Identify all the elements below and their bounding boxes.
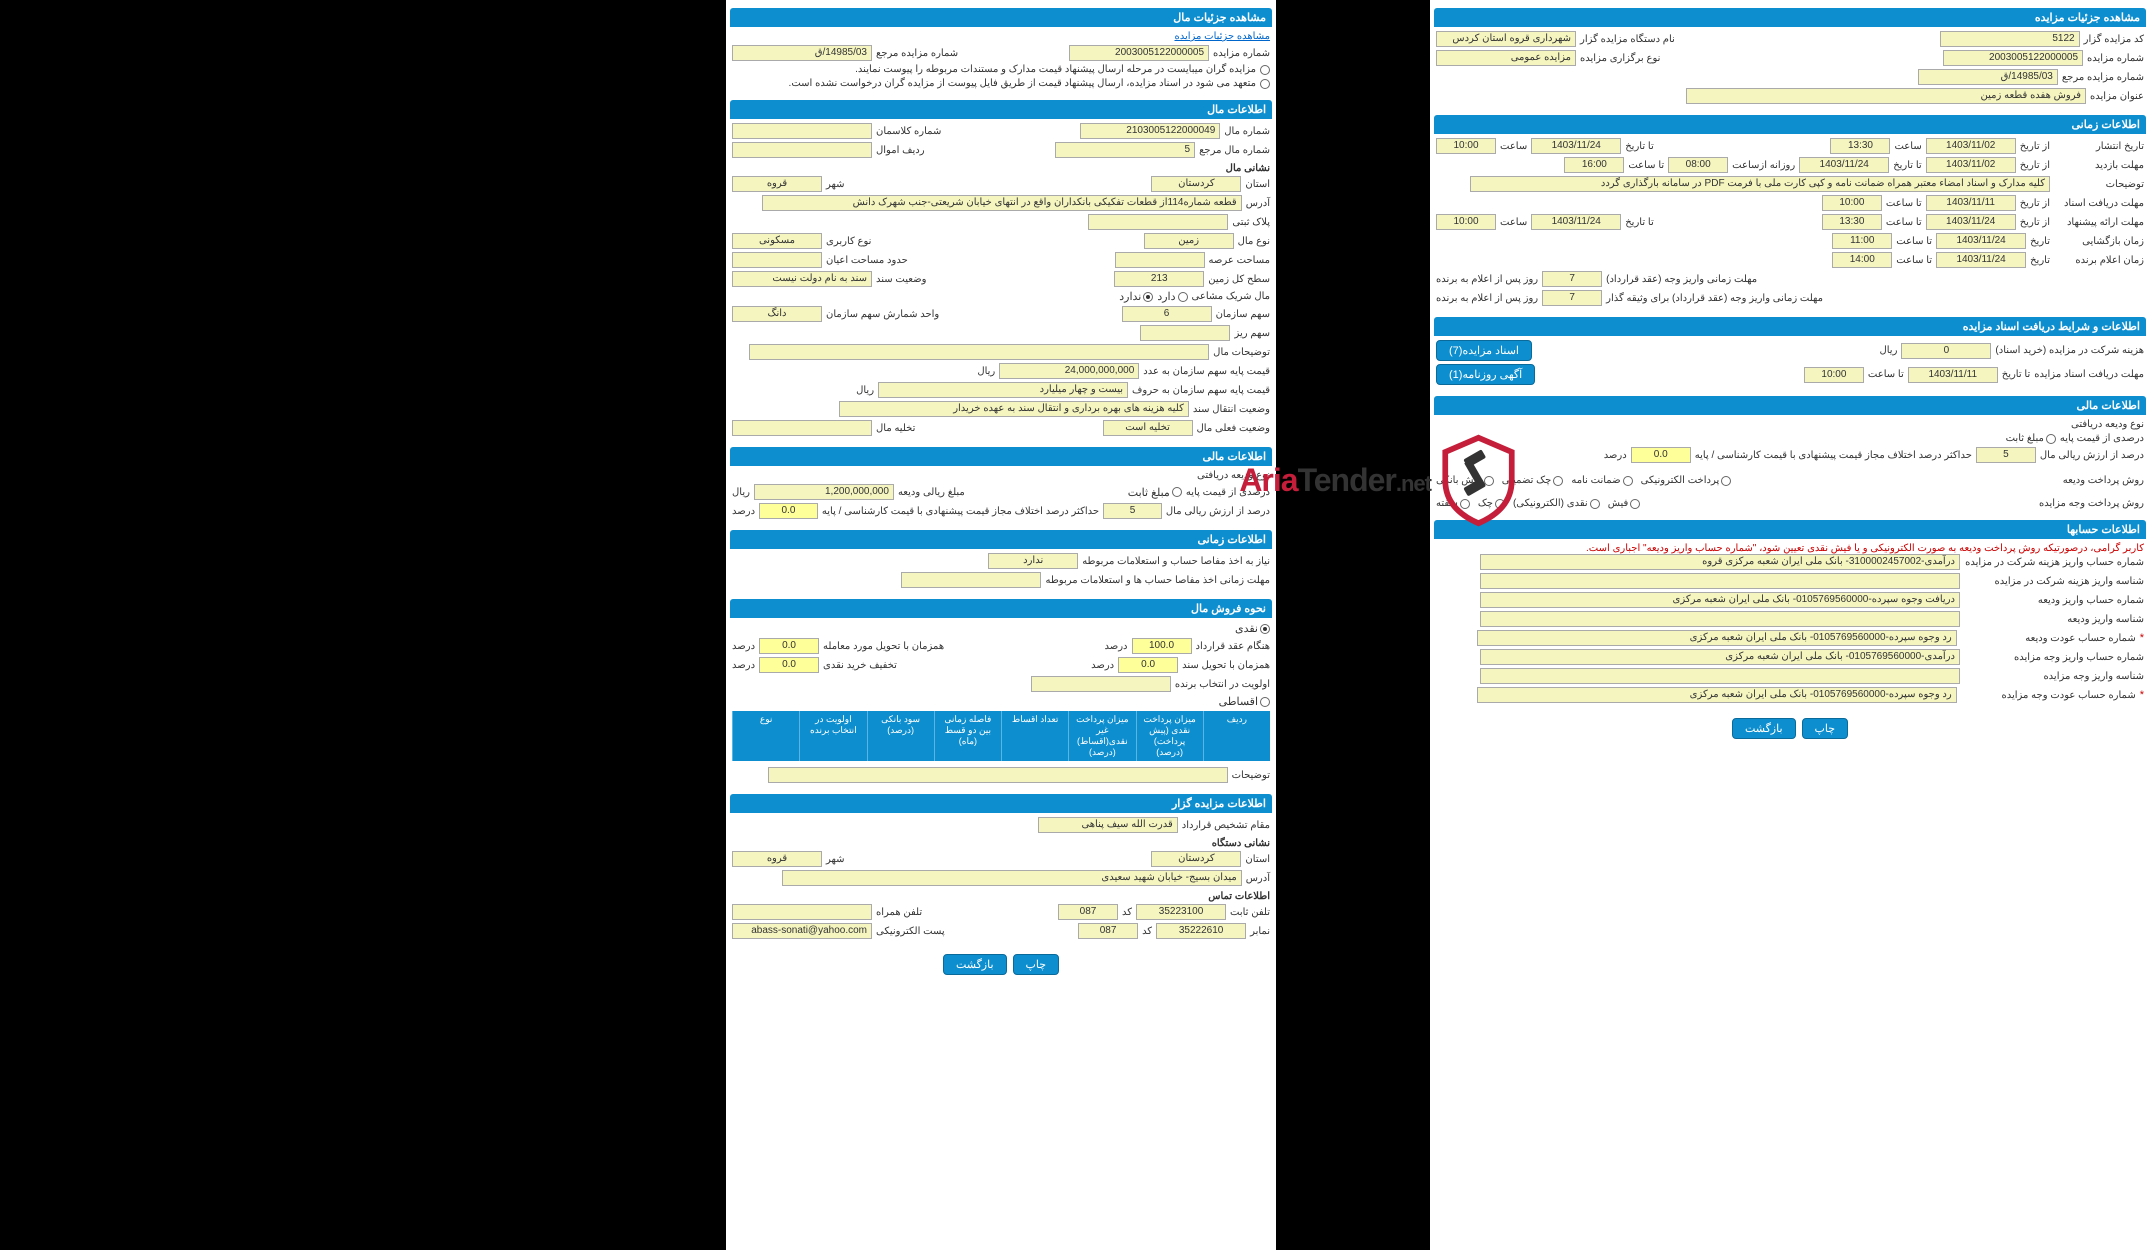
btn-print-right[interactable]: چاپ <box>1802 718 1849 739</box>
right-panel: مشاهده جزئیات مزایده کد مزایده گزار 5122… <box>1430 0 2150 1250</box>
link-auction-details[interactable]: مشاهده جزئیات مزایده <box>1174 31 1270 42</box>
field-pub-s1: 13:30 <box>1830 138 1890 154</box>
gavel-shield-icon <box>1431 433 1526 528</box>
header-accounts: اطلاعات حسابها <box>1434 520 2146 539</box>
header-property: اطلاعات مال <box>730 100 1272 119</box>
label-type: نوع برگزاری مزایده <box>1580 53 1660 64</box>
label-visit: مهلت بازدید <box>2054 160 2144 171</box>
header-docs: اطلاعات و شرایط دریافت اسناد مزایده <box>1434 317 2146 336</box>
left-panel: مشاهده جزئیات مال مشاهده جزئیات مزایده ش… <box>726 0 1276 1250</box>
installment-table-header: ردیف میزان پرداخت نقدی (پیش پرداخت) (درص… <box>732 711 1270 761</box>
field-code: 5122 <box>1940 31 2080 47</box>
field-pub-d2: 1403/11/24 <box>1531 138 1621 154</box>
field-num: 2003005122000005 <box>1943 50 2083 66</box>
btn-print-left[interactable]: چاپ <box>1013 954 1060 975</box>
label-title: عنوان مزایده <box>2090 91 2144 102</box>
label-org: نام دستگاه مزایده گزار <box>1580 34 1675 45</box>
account-note: کاربر گرامی، درصورتیکه روش پرداخت ودیعه … <box>1436 543 2144 554</box>
header-time: اطلاعات زمانی <box>1434 115 2146 134</box>
label-num: شماره مزایده <box>2087 53 2144 64</box>
label-desc: توضیحات <box>2054 179 2144 190</box>
field-title: فروش هفده قطعه زمین <box>1686 88 2086 104</box>
btn-back-left[interactable]: بازگشت <box>943 954 1007 975</box>
field-desc: کلیه مدارک و اسناد امضاء معتبر همراه ضما… <box>1470 176 2050 192</box>
field-ref: 14985/03/ق <box>1918 69 2058 85</box>
header-property-details: مشاهده جزئیات مال <box>730 8 1272 27</box>
logo: AriaTender.net <box>1186 420 1526 540</box>
field-pub-s2: 10:00 <box>1436 138 1496 154</box>
field-type: مزایده عمومی <box>1436 50 1576 66</box>
btn-news[interactable]: آگهی روزنامه(1) <box>1436 364 1535 385</box>
label-pub: تاریخ انتشار <box>2054 141 2144 152</box>
btn-docs[interactable]: اسناد مزایده(7) <box>1436 340 1532 361</box>
logo-text: AriaTender.net <box>1239 462 1431 499</box>
label-ref: شماره مزایده مرجع <box>2062 72 2144 83</box>
radio-fixed[interactable] <box>2046 434 2056 444</box>
field-org: شهرداری قروه استان کردس <box>1436 31 1576 47</box>
label-code: کد مزایده گزار <box>2084 34 2144 45</box>
header-fin: اطلاعات مالی <box>1434 396 2146 415</box>
header-auction-details: مشاهده جزئیات مزایده <box>1434 8 2146 27</box>
btn-back-right[interactable]: بازگشت <box>1732 718 1796 739</box>
field-pub-d1: 1403/11/02 <box>1926 138 2016 154</box>
